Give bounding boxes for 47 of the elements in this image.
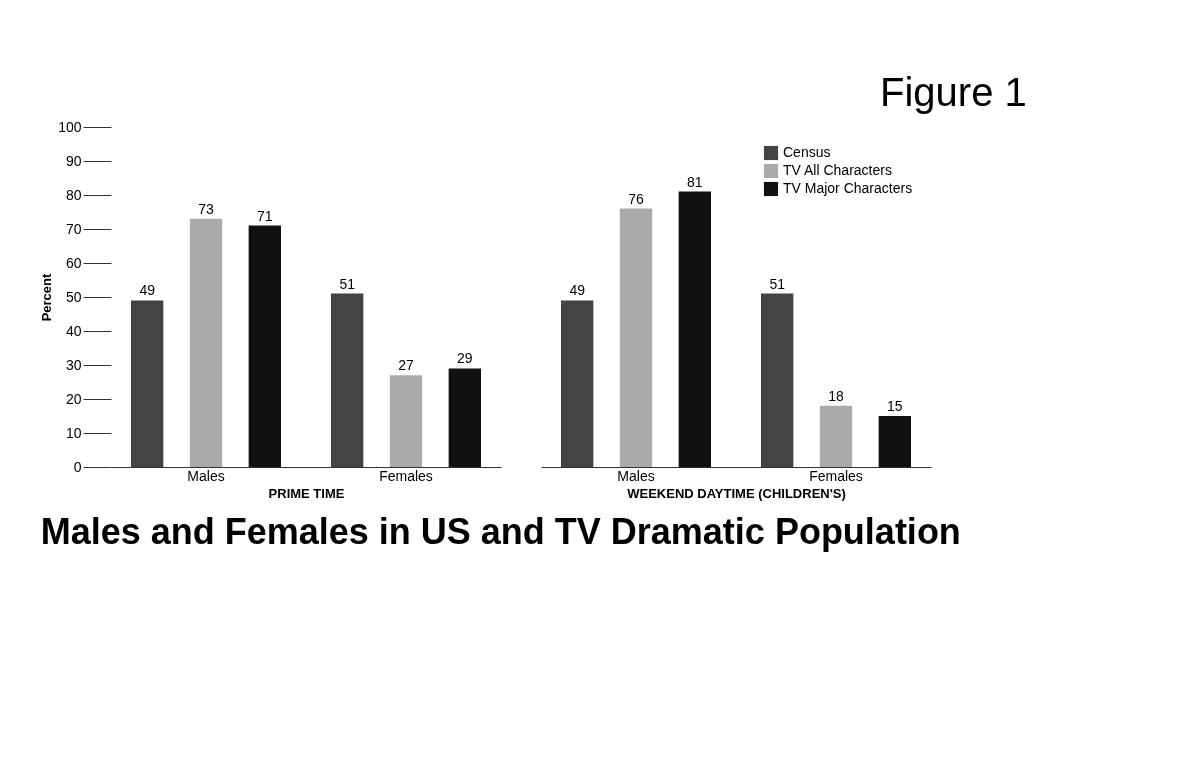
- y-axis-title: Percent: [39, 272, 55, 322]
- bar: [619, 208, 653, 467]
- x-tick-label: Males: [617, 467, 655, 484]
- caption: Figure 1: [880, 70, 1027, 115]
- y-tick-label: 0: [73, 458, 82, 475]
- bar: [819, 405, 853, 467]
- y-tick-label: 80: [65, 186, 82, 203]
- data-label: 73: [198, 200, 214, 217]
- y-tick-label: 10: [65, 424, 82, 441]
- bar: [678, 191, 711, 467]
- bar: [389, 375, 423, 467]
- bar: [878, 416, 911, 467]
- data-label: 18: [828, 387, 844, 404]
- data-label: 15: [887, 398, 903, 414]
- y-tick-label: 100: [58, 118, 82, 135]
- data-label: 49: [569, 282, 586, 299]
- y-tick-label: 40: [65, 322, 82, 339]
- bar: [248, 225, 281, 467]
- y-tick-label: 50: [65, 288, 82, 305]
- bar: [131, 300, 164, 467]
- data-label: 81: [687, 173, 703, 190]
- y-tick-label: 20: [65, 390, 82, 407]
- y-tick-label: 70: [65, 220, 82, 237]
- bar: [761, 293, 794, 467]
- data-label: 49: [139, 282, 156, 299]
- y-tick-label: 60: [65, 254, 82, 271]
- x-tick-label: Females: [809, 467, 863, 484]
- bar: [189, 218, 223, 467]
- bar: [331, 293, 364, 467]
- legend-label: Census: [783, 144, 831, 160]
- bar: [448, 368, 481, 467]
- y-tick-label: 30: [65, 356, 82, 373]
- data-label: 51: [769, 275, 786, 292]
- text: Males and Females in US and TV Dramatic Population: [40, 511, 961, 552]
- legend-label: TV All Characters: [783, 162, 892, 178]
- x-tick-label: Females: [379, 467, 433, 484]
- x-axis-title: PRIME TIME: [268, 485, 345, 501]
- x-axis-title: WEEKEND DAYTIME (CHILDREN'S): [627, 485, 846, 501]
- data-label: 27: [398, 357, 414, 374]
- x-tick-label: Males: [187, 467, 225, 484]
- data-label: 76: [628, 190, 644, 207]
- legend-label: TV Major Characters: [783, 180, 913, 196]
- data-label: 71: [257, 207, 273, 224]
- bar: [561, 300, 594, 467]
- data-label: 29: [457, 350, 473, 367]
- data-label: 51: [339, 275, 356, 292]
- y-tick-label: 90: [65, 152, 82, 169]
